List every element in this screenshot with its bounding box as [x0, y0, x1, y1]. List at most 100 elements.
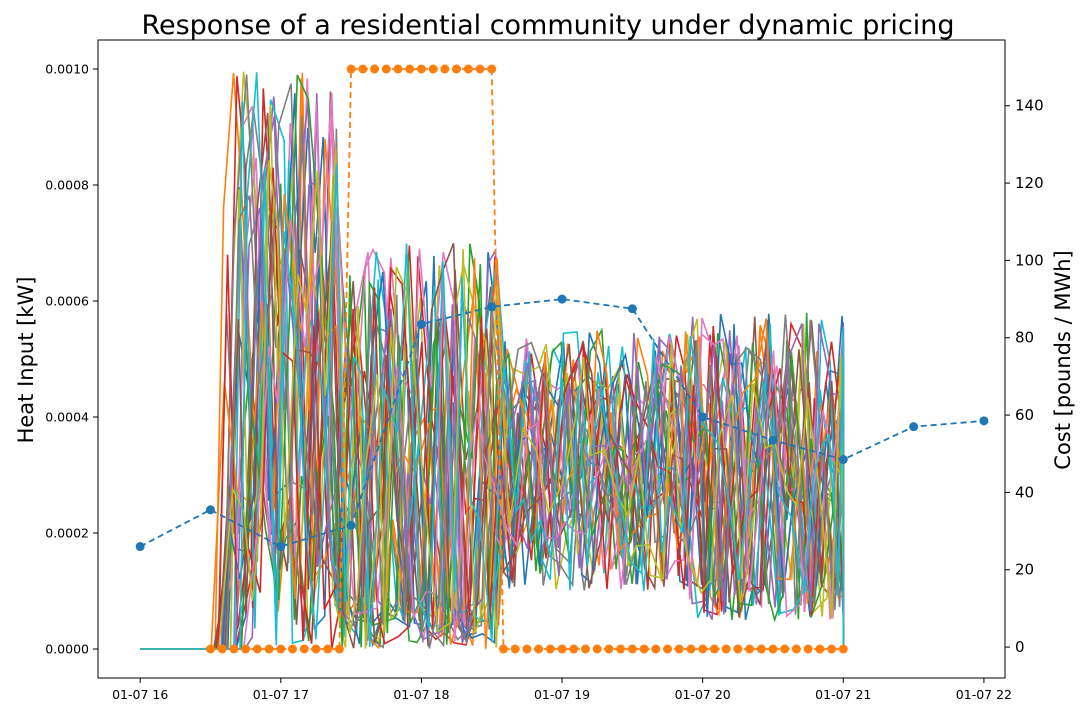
left-tick-label: 0.0008	[45, 178, 89, 193]
peak-point	[592, 644, 602, 654]
right-tick-label: 80	[1015, 329, 1034, 347]
peak-point	[709, 644, 719, 654]
peak-point	[756, 644, 766, 654]
x-tick-label: 01-07 17	[253, 687, 309, 702]
peak-point	[569, 644, 579, 654]
peak-point	[838, 644, 848, 654]
peak-point	[358, 64, 368, 74]
peak-point	[405, 64, 415, 74]
x-tick-label: 01-07 16	[112, 687, 168, 702]
peak-point	[522, 644, 532, 654]
peak-point	[580, 644, 590, 654]
peak-point	[463, 64, 473, 74]
peak-point	[768, 644, 778, 654]
peak-point	[791, 644, 801, 654]
peak-point	[663, 644, 673, 654]
peak-point	[299, 644, 309, 654]
left-tick-label: 0.0004	[45, 410, 89, 425]
plot-frame	[97, 39, 1006, 679]
peak-point	[604, 644, 614, 654]
peak-point	[674, 644, 684, 654]
right-tick-label: 140	[1015, 97, 1044, 115]
right-tick-label: 0	[1015, 638, 1025, 656]
peak-point	[780, 644, 790, 654]
peak-point	[452, 64, 462, 74]
household-line	[140, 147, 845, 650]
price-point	[627, 304, 637, 314]
peak-point	[370, 64, 380, 74]
left-tick-label: 0.0006	[45, 294, 89, 309]
price-point	[838, 455, 848, 465]
price-point	[557, 294, 567, 304]
left-tick-label: 0.0002	[45, 526, 89, 541]
x-tick-label: 01-07 21	[815, 687, 871, 702]
peak-point	[475, 64, 485, 74]
price-point	[346, 520, 356, 530]
price-point	[135, 542, 145, 552]
peak-point	[217, 644, 227, 654]
x-tick-label: 01-07 20	[675, 687, 731, 702]
left-tick-label: 0.0000	[45, 642, 89, 657]
x-tick-label: 01-07 22	[956, 687, 1012, 702]
price-series	[135, 294, 989, 552]
peak-point	[346, 64, 356, 74]
household-lines	[140, 71, 845, 650]
x-axis-ticks: 01-07 16 01-07 17 01-07 18 01-07 19 01-07 20…	[112, 678, 1012, 702]
peak-point	[616, 644, 626, 654]
peak-point	[393, 64, 403, 74]
x-tick-label: 01-07 19	[534, 687, 590, 702]
peak-point	[416, 64, 426, 74]
peak-point	[311, 644, 321, 654]
price-point	[768, 435, 778, 445]
price-point	[979, 416, 989, 426]
peak-point	[487, 64, 497, 74]
peak-point	[639, 644, 649, 654]
peak-point	[815, 644, 825, 654]
peak-point	[229, 644, 239, 654]
peak-point	[498, 644, 508, 654]
y2-axis-label: Cost [pounds / MWh]	[1051, 250, 1075, 469]
peak-point	[557, 644, 567, 654]
peak-point	[510, 644, 520, 654]
peak-point	[803, 644, 813, 654]
peak-point	[827, 644, 837, 654]
right-tick-label: 60	[1015, 406, 1034, 424]
peak-point	[381, 64, 391, 74]
peak-point	[334, 644, 344, 654]
y-axis-label: Heat Input [kW]	[14, 277, 38, 444]
right-tick-label: 20	[1015, 561, 1034, 579]
price-point	[698, 412, 708, 422]
peak-point	[288, 644, 298, 654]
left-tick-label: 0.0010	[45, 62, 89, 77]
peak-point	[323, 644, 333, 654]
peak-point	[651, 644, 661, 654]
price-point	[205, 505, 215, 515]
peak-point	[264, 644, 274, 654]
left-axis-ticks: 0.0000 0.0002 0.0004 0.0006 0.0008 0.0010	[45, 62, 98, 657]
x-tick-label: 01-07 18	[393, 687, 449, 702]
peak-point	[205, 644, 215, 654]
right-axis-ticks: 0 20 40 60 80 100 120 140	[1005, 97, 1044, 656]
price-point	[909, 422, 919, 432]
peak-point	[241, 644, 251, 654]
right-tick-label: 120	[1015, 174, 1044, 192]
price-point	[416, 319, 426, 329]
peak-point	[534, 644, 544, 654]
peak-point	[627, 644, 637, 654]
peak-point	[686, 644, 696, 654]
peak-point	[721, 644, 731, 654]
peak-point	[745, 644, 755, 654]
peak-point	[252, 644, 262, 654]
right-tick-label: 40	[1015, 483, 1034, 501]
household-line	[140, 72, 845, 650]
peak-point	[545, 644, 555, 654]
chart-title: Response of a residential community unde…	[141, 10, 954, 41]
peak-point	[733, 644, 743, 654]
peak-point	[440, 64, 450, 74]
peak-point	[698, 644, 708, 654]
right-tick-label: 100	[1015, 251, 1044, 269]
household-line	[140, 167, 845, 650]
price-point	[487, 302, 497, 312]
peak-point	[276, 644, 286, 654]
